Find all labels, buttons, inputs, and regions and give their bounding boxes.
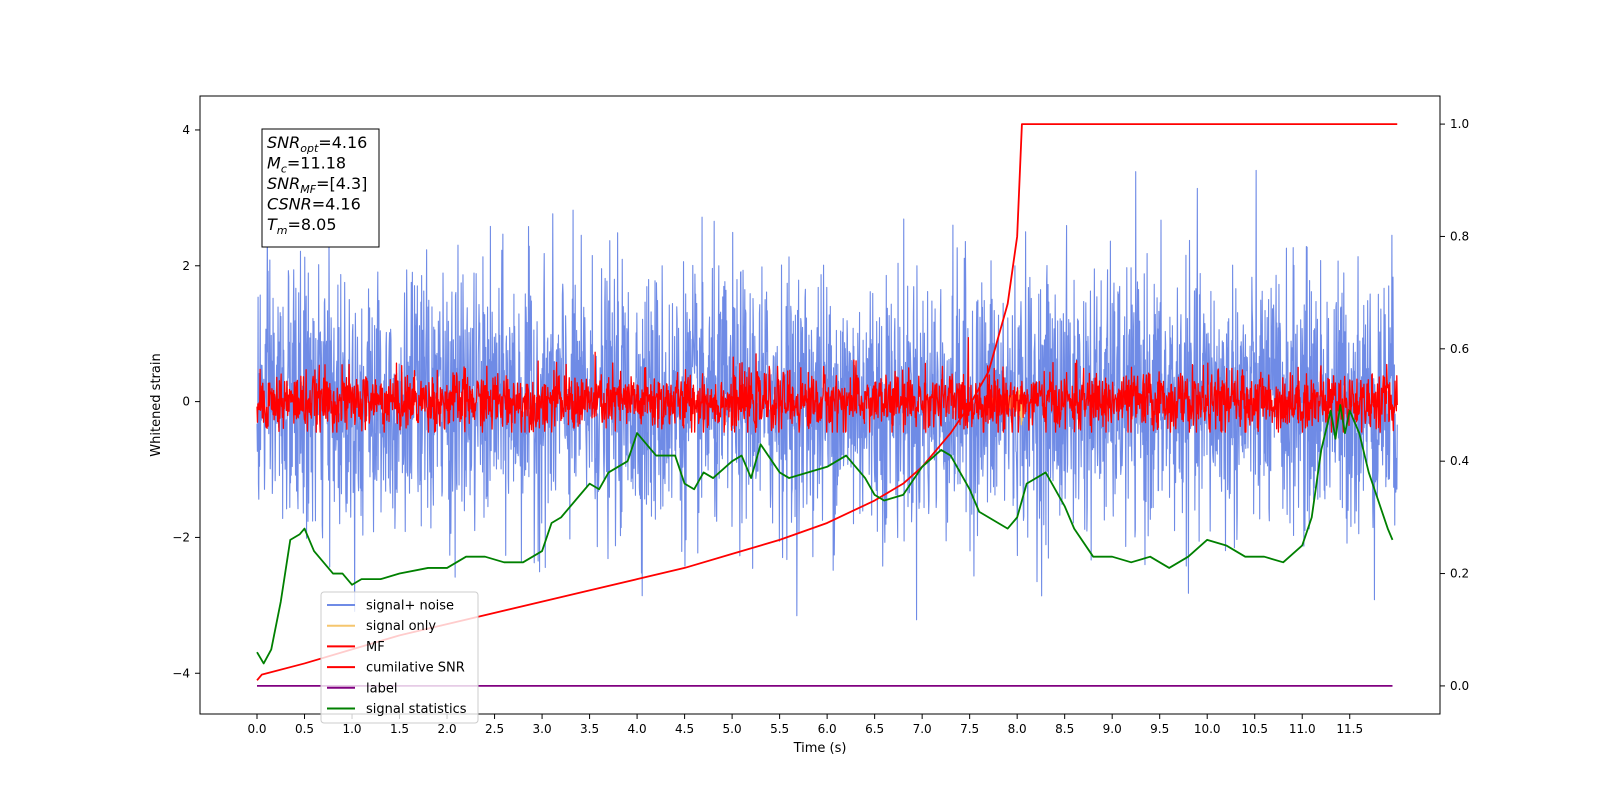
x-tick-label: 10.5 (1241, 722, 1268, 736)
legend-label: MF (366, 640, 385, 655)
legend-label: signal+ noise (366, 599, 454, 614)
annotation-frame (261, 128, 380, 248)
y-right-tick-label: 0.4 (1450, 454, 1469, 468)
legend-label: signal statistics (366, 702, 467, 717)
x-tick-label: 3.0 (533, 722, 552, 736)
x-axis-ticks: 0.0 0.5 1.0 1.5 2.0 2.5 3.0 3.5 4.0 4.5 5.0 5.5 6.0 6… (247, 714, 1363, 736)
annotation-line: CSNR=4.16 (267, 195, 361, 214)
y-left-tick-label: 2 (182, 259, 190, 273)
annotation-line: Mc=11.18 (267, 154, 346, 176)
x-tick-label: 0.0 (247, 722, 266, 736)
series-line (256, 336, 1398, 433)
x-tick-label: 0.5 (295, 722, 314, 736)
y-right-tick-label: 0.8 (1450, 229, 1469, 243)
x-tick-label: 11.5 (1336, 722, 1363, 736)
y-axis-label: Whitened strain (149, 353, 164, 456)
x-tick-label: 3.5 (580, 722, 599, 736)
series-line (256, 404, 1394, 665)
x-tick-label: 9.0 (1103, 722, 1122, 736)
right-y-axis-ticks: 1.0 0.8 0.6 0.4 0.2 0.0 (1440, 117, 1469, 693)
x-tick-label: 8.5 (1055, 722, 1074, 736)
y-right-tick-label: 0.6 (1450, 342, 1469, 356)
x-tick-label: 4.5 (675, 722, 694, 736)
legend-label: signal only (366, 619, 436, 634)
x-tick-label: 6.0 (818, 722, 837, 736)
left-y-axis-ticks: 4 2 0 −2 −4 (172, 123, 200, 680)
annotation-line: Tm=8.05 (267, 215, 337, 237)
x-tick-label: 6.5 (865, 722, 884, 736)
x-tick-label: 4.0 (628, 722, 647, 736)
legend-frame (320, 591, 479, 724)
y-left-tick-label: −2 (172, 530, 190, 544)
x-tick-label: 5.5 (770, 722, 789, 736)
x-tick-label: 7.0 (913, 722, 932, 736)
x-tick-label: 2.0 (438, 722, 457, 736)
legend-label: label (366, 681, 397, 696)
x-tick-label: 1.0 (342, 722, 361, 736)
y-right-tick-label: 1.0 (1450, 117, 1469, 131)
x-tick-label: 1.5 (390, 722, 409, 736)
x-tick-label: 5.0 (723, 722, 742, 736)
legend: signal+ noise signal only MF cumilative SNR… (320, 591, 479, 724)
x-tick-label: 9.5 (1150, 722, 1169, 736)
x-axis-label: Time (s) (793, 741, 847, 756)
plot-frame (199, 95, 1441, 715)
x-tick-label: 7.5 (960, 722, 979, 736)
x-tick-label: 10.0 (1194, 722, 1221, 736)
legend-label: cumilative SNR (366, 661, 465, 676)
annotation-line: SNRopt=4.16 (267, 133, 367, 155)
y-left-tick-label: 4 (182, 123, 190, 137)
y-right-tick-label: 0.2 (1450, 567, 1469, 581)
y-left-tick-label: 0 (182, 395, 190, 409)
annotation-box: SNRopt=4.16Mc=11.18SNRMF=[4.3]CSNR=4.16T… (261, 128, 380, 248)
annotation-line: SNRMF=[4.3] (267, 174, 367, 196)
y-right-tick-label: 0.0 (1450, 679, 1469, 693)
x-tick-label: 11.0 (1289, 722, 1316, 736)
x-tick-label: 2.5 (485, 722, 504, 736)
x-tick-label: 8.0 (1008, 722, 1027, 736)
y-left-tick-label: −4 (172, 666, 190, 680)
